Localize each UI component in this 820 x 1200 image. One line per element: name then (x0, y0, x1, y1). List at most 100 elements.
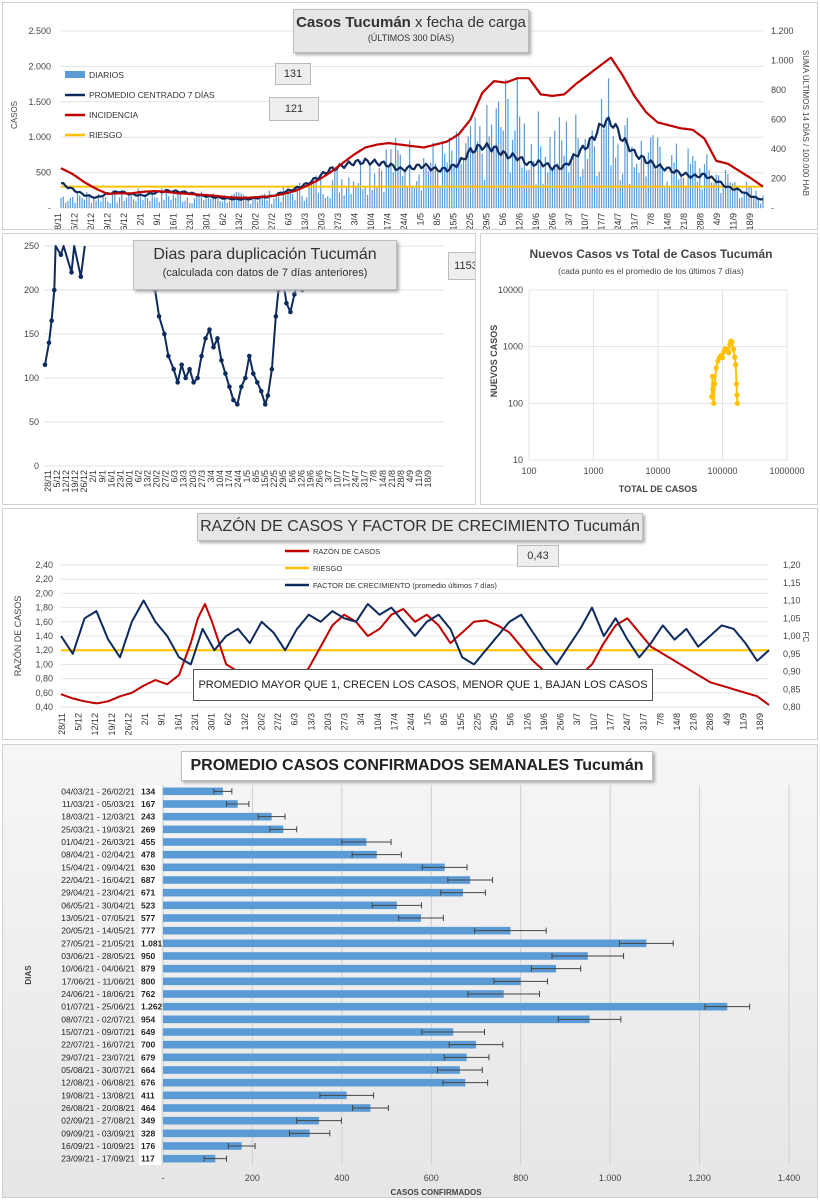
bar-diarios (694, 160, 696, 208)
data-label: 664 (141, 1065, 155, 1075)
category-label: 25/03/21 - 19/03/21 (61, 824, 135, 834)
bar-diarios (729, 182, 731, 208)
bar-semanal (163, 825, 284, 834)
x-tick-label: 24/7 (622, 713, 632, 731)
bar-diarios (481, 153, 483, 208)
data-label: 455 (141, 837, 155, 847)
x-tick-label: 28/11 (57, 713, 67, 735)
x-tick-label: 2/1 (135, 213, 145, 226)
x-tick-label: 2/1 (140, 713, 150, 726)
y-tick-label: 2,40 (35, 560, 53, 570)
bar-diarios (198, 195, 200, 208)
x-tick-label: 3/7 (572, 713, 582, 726)
bar-diarios (271, 203, 273, 208)
data-label: 630 (141, 862, 155, 872)
bar-diarios (385, 149, 387, 208)
x-tick-label: 22/5 (472, 713, 482, 731)
point-duplicacion (243, 375, 248, 381)
x-tick-label: 26/6 (556, 713, 566, 731)
chart-semanal-title-box: PROMEDIO CASOS CONFIRMADOS SEMANALES Tuc… (181, 751, 653, 781)
bar-diarios (203, 200, 205, 208)
data-label: 1.262 (141, 1002, 163, 1012)
bar-diarios (83, 199, 85, 208)
x-tick-label: 12/6 (522, 713, 532, 731)
x-tick-label: 13/3 (306, 713, 316, 731)
x-tick-label: 4/9 (405, 470, 415, 483)
bar-diarios (392, 172, 394, 208)
bar-semanal (163, 1142, 242, 1150)
category-label: 22/04/21 - 16/04/21 (61, 875, 135, 885)
bar-diarios (196, 194, 198, 208)
point-duplicacion (191, 380, 196, 385)
bar-diarios (743, 192, 745, 208)
bar-diarios (462, 157, 465, 208)
point-duplicacion (292, 292, 297, 297)
bar-diarios (172, 194, 174, 208)
x-tick-label: 29/5 (481, 213, 491, 230)
bar-diarios (622, 173, 624, 208)
bar-diarios (448, 137, 451, 208)
bar-diarios (247, 196, 249, 208)
x-tick-label: 24/7 (613, 213, 623, 230)
category-label: 29/04/21 - 23/04/21 (61, 888, 135, 898)
x-tick-label: 20/2 (256, 713, 266, 731)
y-tick-label: 2.500 (28, 26, 51, 36)
x-tick-label: 19/6 (305, 470, 315, 488)
y-tick-label: 1.500 (28, 97, 51, 107)
chart-razon-title-box: RAZÓN DE CASOS Y FACTOR DE CRECIMIENTO T… (197, 513, 643, 541)
x-tick-label: 10/7 (333, 470, 343, 488)
x-tick-label: 18/9 (755, 713, 765, 731)
point-duplicacion (42, 362, 48, 368)
bar-diarios (175, 197, 177, 208)
bar-diarios (668, 186, 670, 208)
chart-casos: - 500 1.000 1.500 2.000 2.500 - 200 400 600 800 1.0… (10, 26, 810, 230)
bar-diarios (542, 183, 544, 208)
bar-semanal (163, 1078, 466, 1087)
data-label: 269 (141, 824, 155, 834)
bar-diarios (741, 197, 743, 208)
bar-diarios (278, 196, 280, 208)
y2-tick-label: 1,00 (783, 631, 801, 641)
x-tick-label: 3/7 (564, 213, 574, 226)
bar-diarios (458, 135, 460, 208)
bar-diarios (207, 197, 210, 208)
legend-swatch-diarios (65, 71, 85, 78)
y2-tick-label: 0,95 (783, 649, 801, 659)
bar-diarios (102, 195, 104, 208)
x-tick-label: 31/7 (630, 213, 640, 230)
data-label: 1.081 (141, 938, 163, 948)
x-tick-label: 16/1 (168, 213, 178, 230)
category-label: 05/08/21 - 30/07/21 (61, 1065, 135, 1075)
bar-diarios (495, 108, 497, 208)
bar-diarios (90, 202, 93, 208)
bar-diarios (149, 200, 151, 208)
x-tick-label: 27/2 (161, 470, 171, 488)
bar-diarios (315, 175, 317, 208)
x-tick-label: 3/4 (356, 713, 366, 726)
bar-diarios (416, 181, 418, 208)
bar-diarios (554, 130, 556, 208)
y-tick-label: 1,20 (35, 645, 53, 655)
bar-diarios (533, 161, 535, 208)
category-label: 10/06/21 - 04/06/21 (61, 964, 135, 974)
x-tick-label: 12/12 (61, 470, 71, 493)
point-duplicacion (219, 358, 224, 363)
bar-diarios (593, 146, 596, 208)
bar-diarios (514, 130, 516, 208)
bar-diarios (341, 179, 343, 208)
bar-diarios (446, 162, 448, 208)
value-label-column (139, 785, 161, 1165)
y2-axis-label: FC (801, 632, 810, 643)
category-label: 26/08/21 - 20/08/21 (61, 1103, 135, 1113)
bar-diarios (439, 185, 441, 208)
bar-diarios (273, 198, 275, 208)
y-tick-label: 10000 (498, 285, 523, 295)
bar-diarios (760, 203, 762, 208)
x-axis-label: TOTAL DE CASOS (619, 484, 698, 494)
bar-diarios (399, 154, 401, 208)
x-tick-label: 28/11 (43, 470, 53, 492)
bar-diarios (373, 173, 376, 208)
point-duplicacion (227, 384, 232, 390)
data-label: 879 (141, 964, 155, 974)
x-tick-label: 17/4 (383, 213, 393, 230)
